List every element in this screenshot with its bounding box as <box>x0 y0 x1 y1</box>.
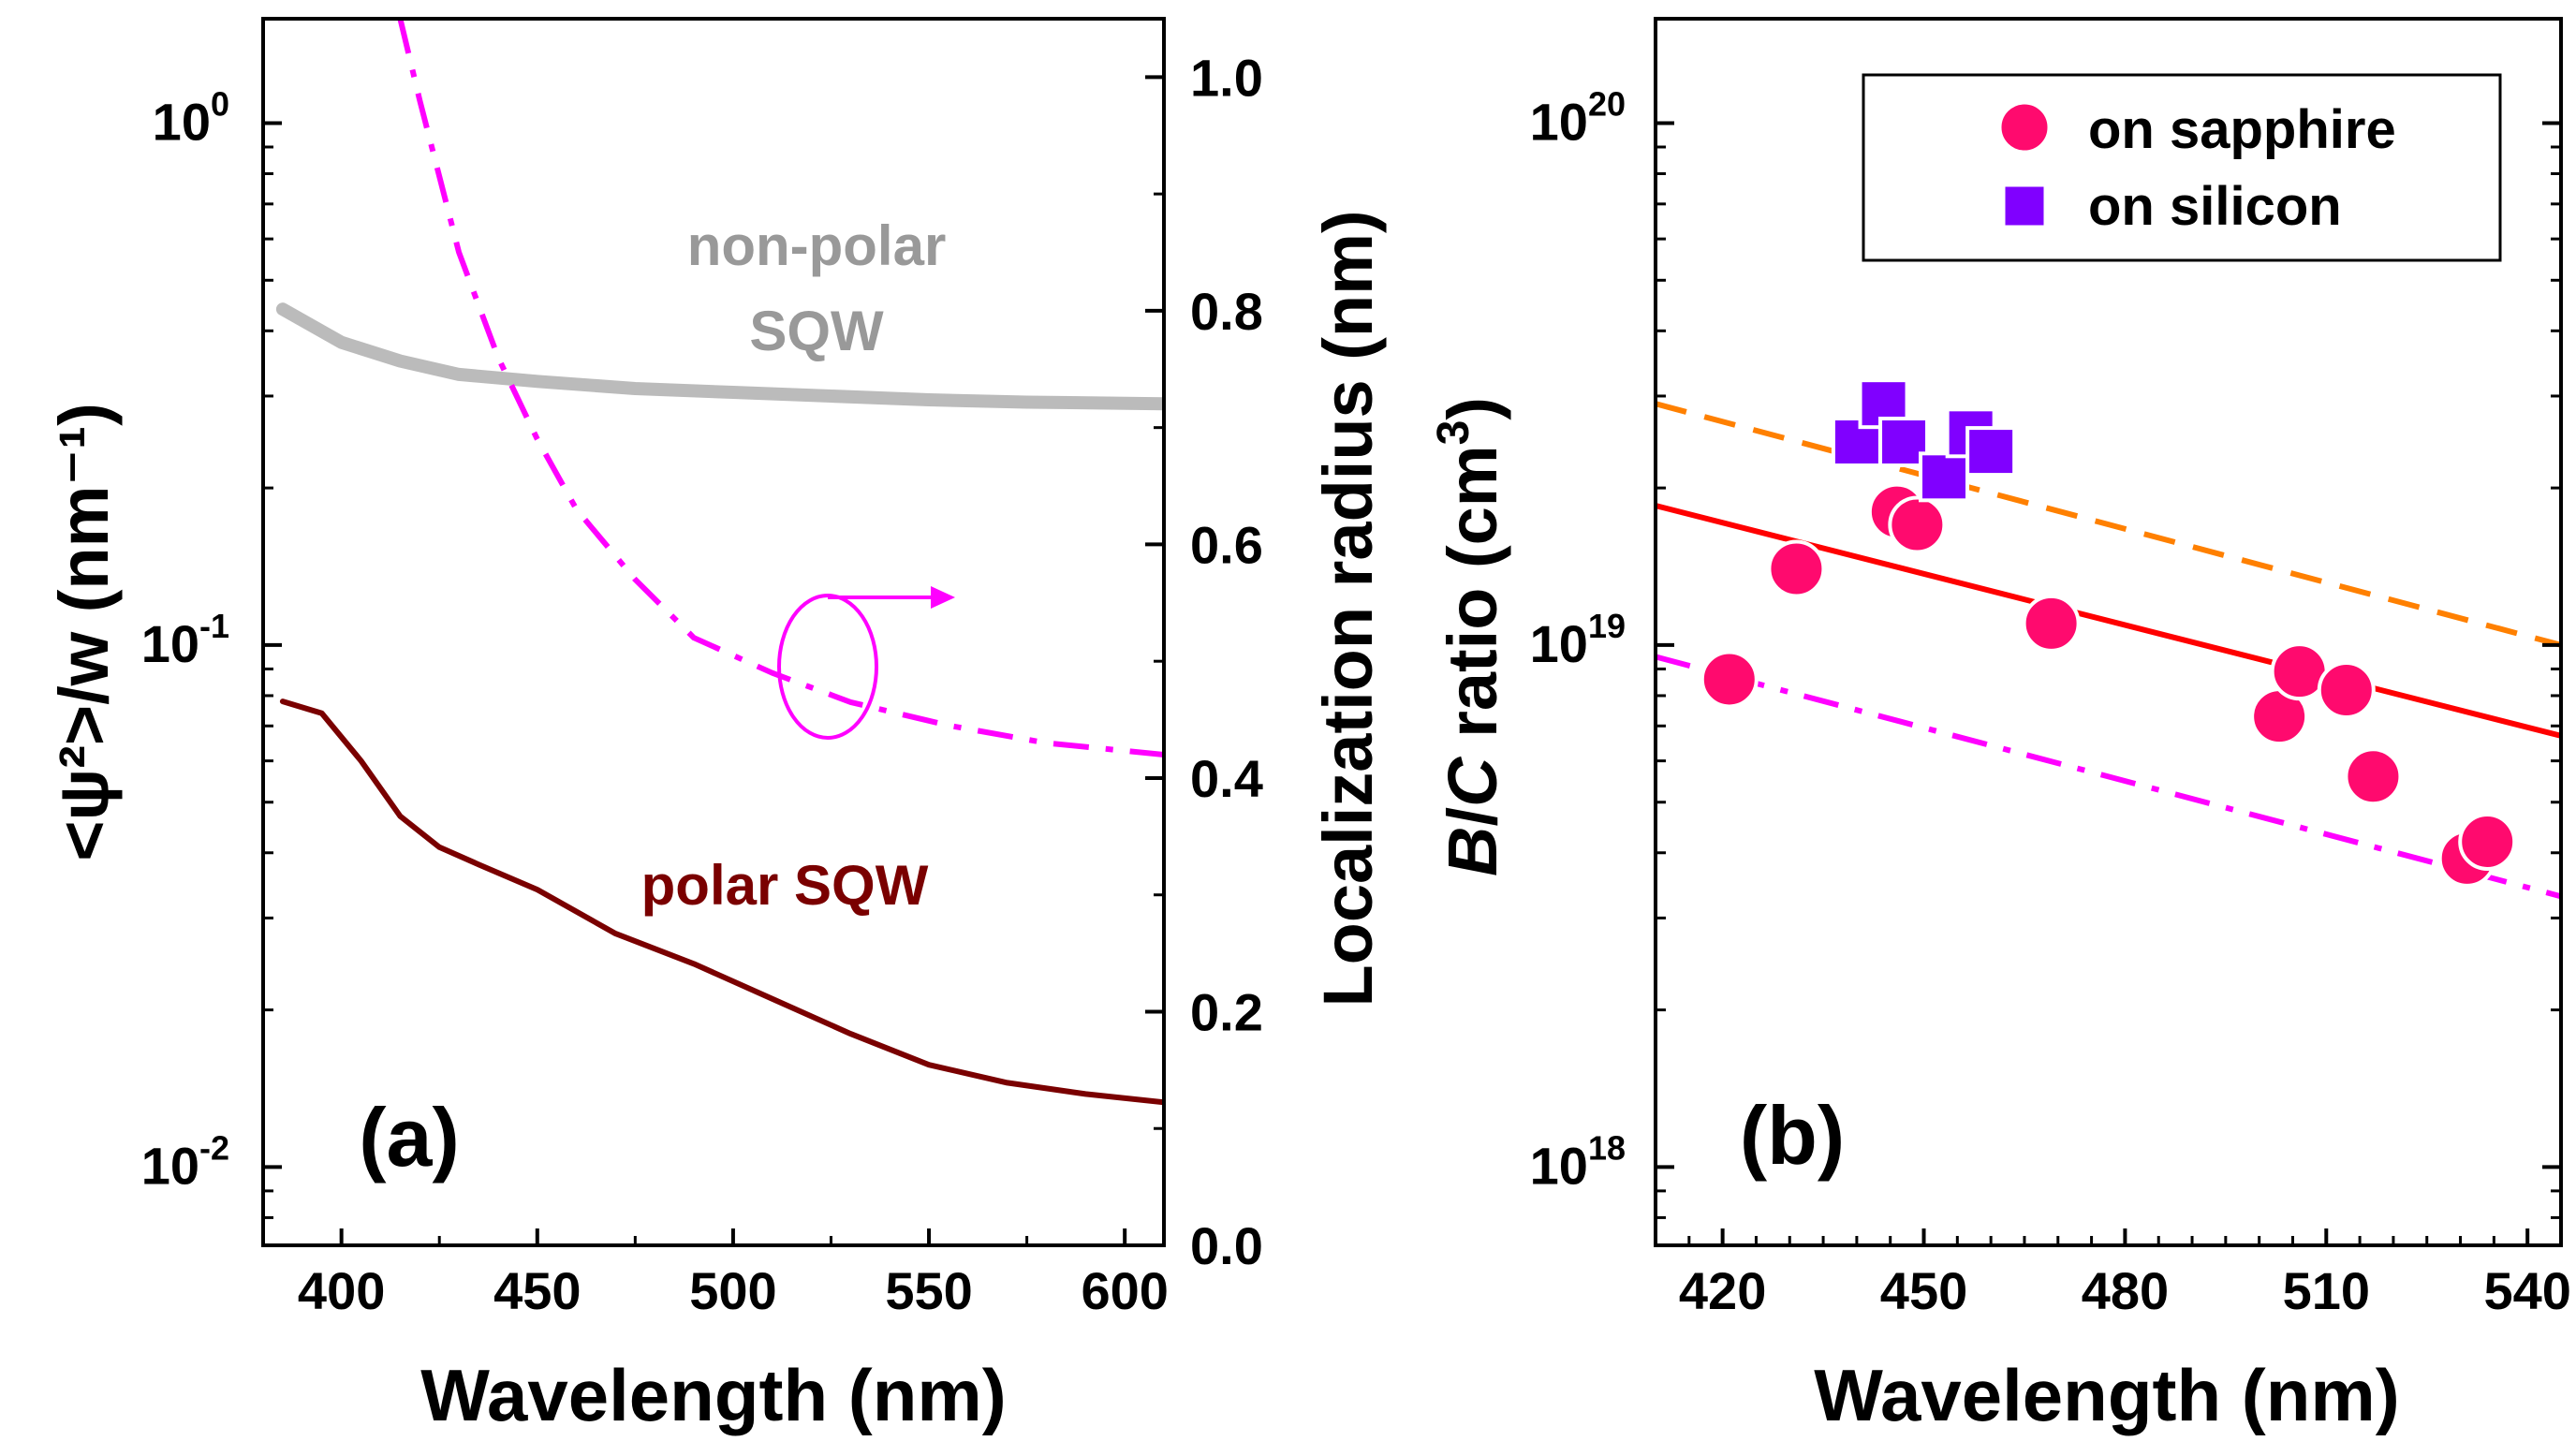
annotation-nonpolar-line1: non-polar <box>687 214 947 277</box>
panel-b-frame <box>1654 17 2563 1247</box>
x-tick-label: 400 <box>298 1261 385 1320</box>
y-right-tick-label: 0.6 <box>1190 515 1263 574</box>
annotation-nonpolar-line2: SQW <box>749 300 884 362</box>
y-left-tick-label: 10-2 <box>141 1128 229 1195</box>
data-point-silicon <box>1965 426 2017 478</box>
ylabel-b-slash: / <box>1434 807 1511 827</box>
panel-b-plot-area <box>1656 378 2561 900</box>
x-tick-label: 550 <box>885 1261 972 1320</box>
x-tick-label: 500 <box>689 1261 776 1320</box>
x-tick-label: 450 <box>493 1261 581 1320</box>
y-right-tick-label: 1.0 <box>1190 48 1263 107</box>
data-point-sapphire <box>1888 495 1947 554</box>
x-tick-label: 450 <box>1880 1261 1967 1320</box>
panel-a-xlabel: Wavelength (nm) <box>420 1354 1006 1436</box>
legend-marker-silicon <box>2002 184 2047 228</box>
ylabel-close: ) <box>1434 397 1511 420</box>
data-point-sapphire <box>2022 594 2081 653</box>
data-point-sapphire <box>1700 650 1759 709</box>
right-axis-indicator-arrow <box>777 586 955 740</box>
x-tick-label: 600 <box>1081 1261 1168 1320</box>
legend: on sapphire on silicon <box>1862 73 2502 262</box>
panel-b-xlabel: Wavelength (nm) <box>1814 1354 2399 1436</box>
panel-label-a: (a) <box>359 1091 460 1184</box>
y-right-tick-label: 0.2 <box>1190 982 1263 1041</box>
y-right-tick-label: 0.0 <box>1190 1216 1263 1275</box>
panel-a-series <box>275 19 1164 1106</box>
panel-a-ticks: 400 450 500 550 600 100 10-1 10-2 0.0 0.2 0.4 0.6 0.… <box>141 48 1263 1320</box>
ylabel-ratio-text: ratio (cm <box>1434 445 1511 757</box>
legend-box <box>1862 73 2502 262</box>
series-line-localization-radius <box>397 19 1164 757</box>
panel-b-ylabel: B/C ratio (cm3) <box>1429 397 1511 876</box>
panel-a-plot-area <box>275 19 1164 1106</box>
panel-a-frame <box>261 17 1166 1247</box>
y-left-tick-label: 100 <box>153 84 229 151</box>
fit-line-fit-orange- <box>1656 401 2561 648</box>
y-right-tick-label: 0.4 <box>1190 749 1263 808</box>
legend-label-silicon: on silicon <box>2088 176 2342 237</box>
y-left-tick-label: 10-1 <box>141 607 229 673</box>
data-point-sapphire <box>1767 539 1826 598</box>
x-tick-label: 540 <box>2483 1261 2570 1320</box>
data-point-sapphire <box>2317 660 2376 719</box>
panel-b: 420 450 480 510 540 1020 1019 1018 on sapphire … <box>1429 17 2571 1436</box>
ylabel-exponent: 3 <box>1429 420 1479 446</box>
fit-line-fit-red- <box>1656 503 2561 739</box>
panel-b-series <box>1656 378 2561 900</box>
data-point-sapphire <box>2458 812 2517 871</box>
panel-a-ylabel-left: <ψ²>/w (nm⁻¹) <box>45 403 123 861</box>
ylabel-c-italic: C <box>1434 756 1511 807</box>
panel-a: 400 450 500 550 600 100 10-1 10-2 0.0 0.2 0.4 0.6 0.… <box>45 17 1387 1436</box>
y-tick-label: 1020 <box>1530 84 1626 151</box>
series-line-polar-sqw <box>279 699 1164 1106</box>
annotation-polar-sqw: polar SQW <box>641 854 929 917</box>
x-tick-label: 510 <box>2283 1261 2370 1320</box>
ylabel-b-italic: B <box>1434 827 1511 876</box>
fit-line-fit-magenta- <box>1656 654 2561 900</box>
legend-label-sapphire: on sapphire <box>2088 99 2396 160</box>
y-right-tick-label: 0.8 <box>1190 282 1263 341</box>
data-point-silicon <box>1919 451 1970 503</box>
panel-a-ylabel-right: Localization radius (nm) <box>1309 210 1387 1007</box>
legend-marker-sapphire <box>1998 101 2051 154</box>
panel-label-b: (b) <box>1740 1089 1845 1182</box>
x-tick-label: 480 <box>2082 1261 2169 1320</box>
panel-b-ticks: 420 450 480 510 540 1020 1019 1018 <box>1530 84 2571 1320</box>
series-line-non-polar-sqw <box>275 302 1164 411</box>
x-tick-label: 420 <box>1679 1261 1766 1320</box>
data-point-sapphire <box>2344 747 2403 806</box>
y-tick-label: 1018 <box>1530 1128 1626 1195</box>
y-tick-label: 1019 <box>1530 607 1626 673</box>
